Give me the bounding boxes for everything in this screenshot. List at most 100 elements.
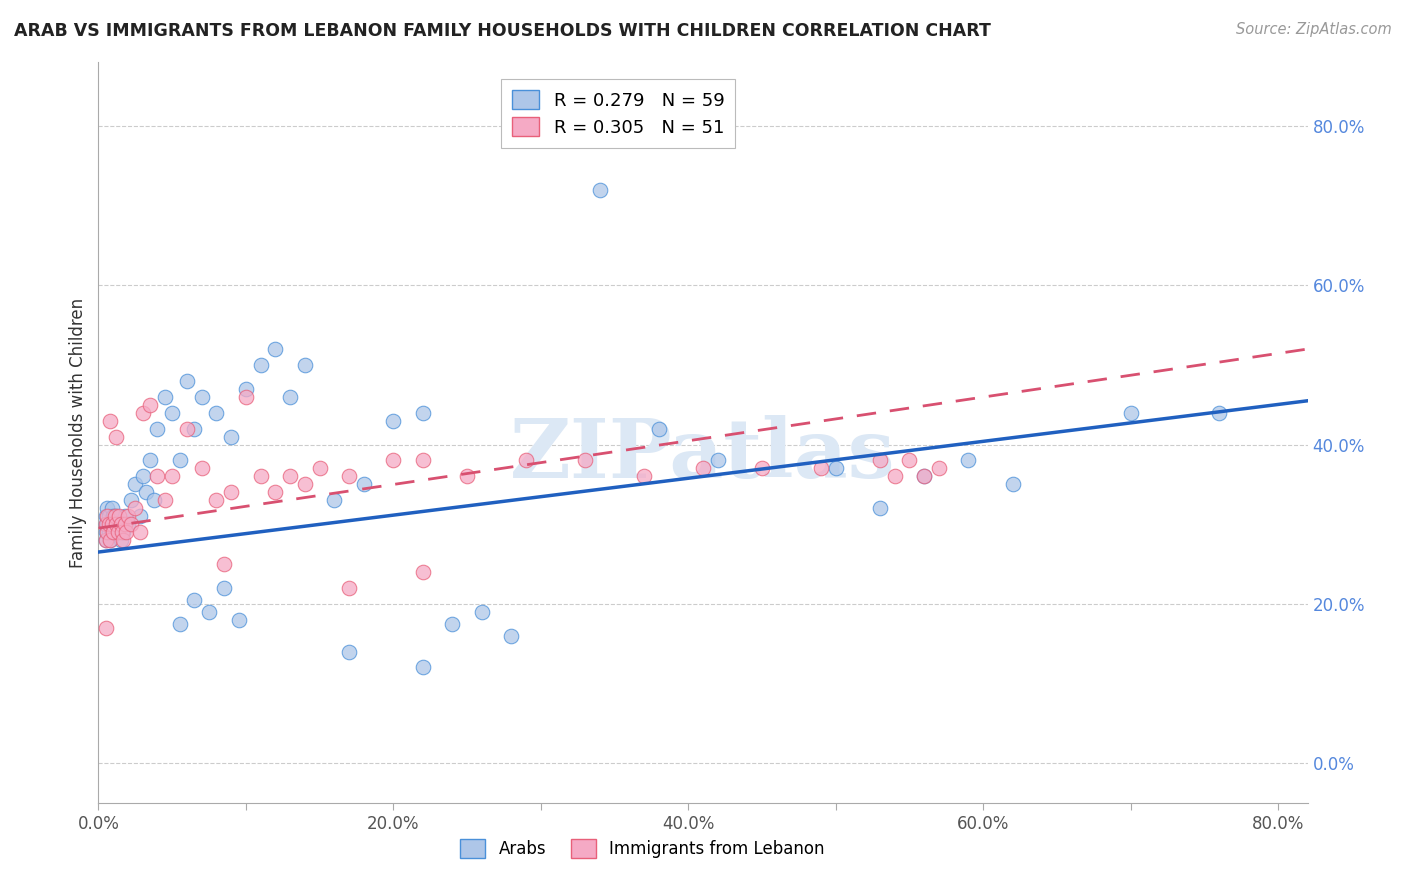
Point — [110, 533, 132, 547]
Point — [105, 517, 128, 532]
Point — [176, 374, 198, 388]
Point — [94, 517, 117, 532]
Point — [98, 533, 121, 547]
Point — [337, 581, 360, 595]
Point — [1001, 477, 1024, 491]
Point — [114, 509, 136, 524]
Point — [100, 525, 122, 540]
Point — [471, 605, 494, 619]
Point — [104, 509, 127, 524]
Point — [108, 509, 131, 524]
Point — [810, 461, 832, 475]
Point — [912, 469, 935, 483]
Point — [1208, 406, 1230, 420]
Point — [1119, 406, 1142, 420]
Point — [153, 390, 176, 404]
Point — [928, 461, 950, 475]
Point — [198, 605, 221, 619]
Point — [190, 390, 212, 404]
Point — [96, 525, 118, 540]
Point — [111, 517, 134, 532]
Point — [94, 525, 117, 540]
Point — [824, 461, 846, 475]
Point — [97, 525, 120, 540]
Point — [249, 358, 271, 372]
Point — [278, 469, 301, 483]
Point — [97, 509, 120, 524]
Point — [115, 525, 138, 540]
Point — [94, 533, 117, 547]
Point — [107, 525, 129, 540]
Point — [100, 501, 122, 516]
Point — [96, 517, 118, 532]
Point — [117, 509, 139, 524]
Point — [98, 414, 121, 428]
Point — [111, 525, 134, 540]
Point — [412, 660, 434, 674]
Point — [169, 453, 191, 467]
Point — [589, 183, 612, 197]
Point — [219, 485, 242, 500]
Point — [278, 390, 301, 404]
Point — [131, 406, 153, 420]
Point — [212, 557, 235, 571]
Point — [412, 453, 434, 467]
Point — [412, 406, 434, 420]
Point — [235, 382, 257, 396]
Point — [94, 509, 117, 524]
Point — [100, 517, 122, 532]
Point — [94, 517, 117, 532]
Y-axis label: Family Households with Children: Family Households with Children — [69, 298, 87, 567]
Point — [883, 469, 905, 483]
Point — [912, 469, 935, 483]
Point — [228, 613, 250, 627]
Point — [249, 469, 271, 483]
Point — [869, 501, 891, 516]
Point — [101, 525, 124, 540]
Point — [139, 398, 162, 412]
Point — [205, 493, 228, 508]
Point — [128, 509, 150, 524]
Point — [112, 525, 135, 540]
Point — [107, 525, 129, 540]
Point — [869, 453, 891, 467]
Point — [412, 565, 434, 579]
Point — [143, 493, 166, 508]
Point — [219, 429, 242, 443]
Point — [169, 616, 191, 631]
Point — [101, 525, 124, 540]
Point — [441, 616, 464, 631]
Point — [153, 493, 176, 508]
Point — [97, 517, 120, 532]
Point — [456, 469, 478, 483]
Point — [94, 621, 117, 635]
Point — [146, 469, 169, 483]
Point — [110, 517, 132, 532]
Point — [190, 461, 212, 475]
Point — [98, 517, 121, 532]
Point — [337, 469, 360, 483]
Point — [101, 517, 124, 532]
Point — [124, 501, 146, 516]
Point — [898, 453, 921, 467]
Point — [294, 477, 316, 491]
Point — [108, 517, 131, 532]
Point — [294, 358, 316, 372]
Point — [957, 453, 980, 467]
Point — [633, 469, 655, 483]
Point — [706, 453, 728, 467]
Point — [94, 533, 117, 547]
Point — [515, 453, 537, 467]
Legend: Arabs, Immigrants from Lebanon: Arabs, Immigrants from Lebanon — [454, 833, 831, 865]
Point — [501, 629, 523, 643]
Point — [183, 592, 205, 607]
Point — [751, 461, 773, 475]
Point — [212, 581, 235, 595]
Point — [205, 406, 228, 420]
Point — [264, 485, 287, 500]
Point — [692, 461, 714, 475]
Point — [128, 525, 150, 540]
Point — [105, 509, 128, 524]
Point — [96, 509, 118, 524]
Text: ZIPatlas: ZIPatlas — [510, 415, 896, 495]
